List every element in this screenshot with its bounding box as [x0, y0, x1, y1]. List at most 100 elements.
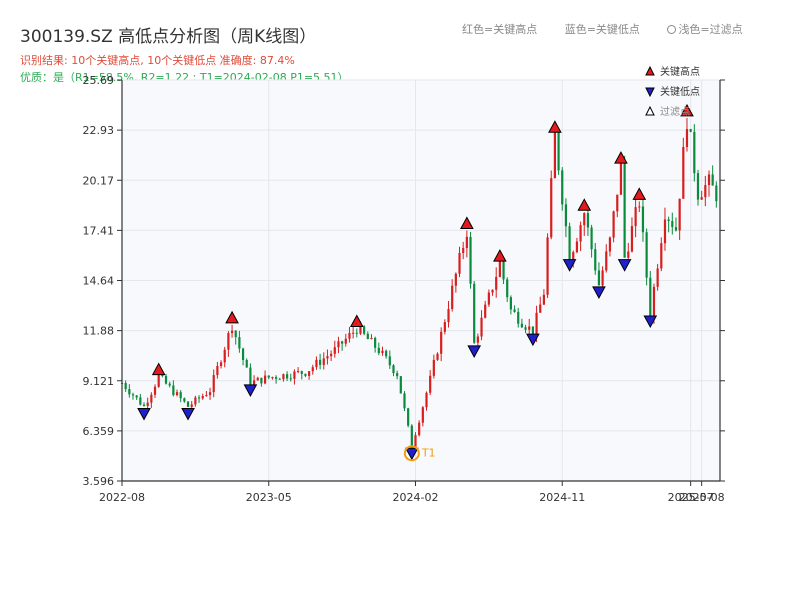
candle-body	[608, 237, 612, 252]
y-tick-label: 25.69	[83, 74, 115, 87]
candle-body	[707, 174, 711, 186]
x-tick-label: 2023-05	[246, 491, 292, 504]
candle-body	[432, 359, 435, 376]
candle-body	[260, 377, 263, 384]
candle-body	[561, 170, 564, 205]
candle-body	[506, 279, 509, 298]
candle-body	[641, 206, 645, 233]
hollow-circle-icon	[667, 25, 677, 34]
candle-body	[139, 397, 142, 405]
candle-body	[150, 394, 153, 403]
candle-body	[517, 311, 520, 324]
candle-body	[249, 367, 252, 386]
candle-body	[326, 356, 329, 359]
candle-body	[194, 397, 197, 405]
candle-body	[480, 317, 483, 337]
key-low-marker	[467, 345, 482, 358]
legend-label: 关键低点	[660, 85, 700, 98]
candle-body	[546, 237, 549, 295]
candle-body	[363, 326, 366, 334]
candle-body	[366, 333, 369, 340]
candle-body	[575, 241, 579, 253]
candle-body	[564, 204, 568, 227]
x-tick-label: 2022-08	[99, 491, 145, 504]
candle-body	[300, 371, 303, 374]
candle-body	[586, 213, 590, 228]
candle-body	[234, 330, 237, 338]
legend-blue-note: 蓝色=关键低点	[564, 23, 640, 36]
candle-body	[619, 160, 623, 195]
y-tick-label: 22.93	[83, 124, 115, 137]
y-tick-label: 14.64	[83, 275, 115, 288]
candle-body	[293, 371, 296, 379]
candle-body	[230, 330, 234, 334]
candle-body	[531, 326, 534, 336]
legend-red-note: 红色=关键高点	[462, 23, 538, 36]
candle-body	[348, 332, 351, 339]
candle-body	[476, 336, 479, 343]
candle-body	[131, 394, 135, 396]
legend-label: 关键高点	[660, 65, 700, 78]
key-high-marker	[548, 120, 562, 133]
candle-body	[341, 341, 344, 344]
candle-body	[443, 322, 446, 332]
candle-body	[315, 359, 318, 368]
y-tick-label: 6.359	[83, 425, 115, 438]
candle-body	[168, 383, 171, 386]
candle-body	[285, 374, 289, 379]
candle-body	[465, 236, 468, 248]
candle-body	[241, 348, 245, 360]
key-low-marker	[404, 447, 419, 461]
candle-body	[627, 251, 630, 258]
candle-body	[296, 371, 300, 373]
key-low-marker	[181, 408, 195, 421]
candle-body	[590, 227, 593, 250]
candle-body	[352, 332, 355, 334]
candle-body	[638, 206, 641, 208]
candle-body	[484, 304, 487, 318]
candle-body	[161, 374, 164, 376]
candle-body	[535, 312, 538, 336]
candle-body	[370, 337, 373, 340]
candle-body	[252, 380, 256, 386]
candle-body	[645, 232, 648, 278]
candle-body	[436, 353, 439, 360]
candle-body	[164, 375, 168, 384]
candle-body	[392, 365, 395, 374]
y-tick-label: 3.596	[83, 475, 115, 488]
candle-body	[462, 247, 465, 253]
t1-circle	[403, 445, 420, 462]
candle-body	[282, 374, 285, 380]
candle-body	[359, 326, 362, 334]
candle-body	[271, 377, 274, 379]
candle-body	[245, 359, 248, 368]
candle-body	[183, 398, 186, 402]
key-high-marker	[225, 310, 239, 324]
candle-body	[623, 160, 626, 258]
candle-body	[513, 309, 516, 312]
candle-body	[311, 367, 314, 372]
candle-body	[634, 207, 637, 227]
candle-body	[374, 337, 377, 348]
candle-body	[557, 130, 560, 171]
key-low-marker	[617, 259, 632, 272]
candle-body	[410, 425, 413, 448]
candle-body	[219, 362, 223, 367]
candle-body	[337, 341, 340, 348]
candle-body	[630, 226, 634, 252]
markers-layer: T1	[137, 103, 694, 462]
candle-body	[594, 249, 597, 271]
candle-body	[322, 358, 325, 365]
candle-body	[355, 332, 358, 334]
candle-body	[388, 356, 391, 366]
candle-body	[142, 404, 146, 407]
candle-body	[605, 251, 608, 271]
x-tick-label: 2024-02	[393, 491, 439, 504]
candle-body	[715, 185, 718, 202]
x-tick-label: 2025-08	[679, 491, 725, 504]
key-high-marker	[614, 151, 628, 164]
candle-body	[649, 277, 652, 319]
key-high-marker	[577, 198, 592, 211]
candle-body	[344, 338, 347, 344]
